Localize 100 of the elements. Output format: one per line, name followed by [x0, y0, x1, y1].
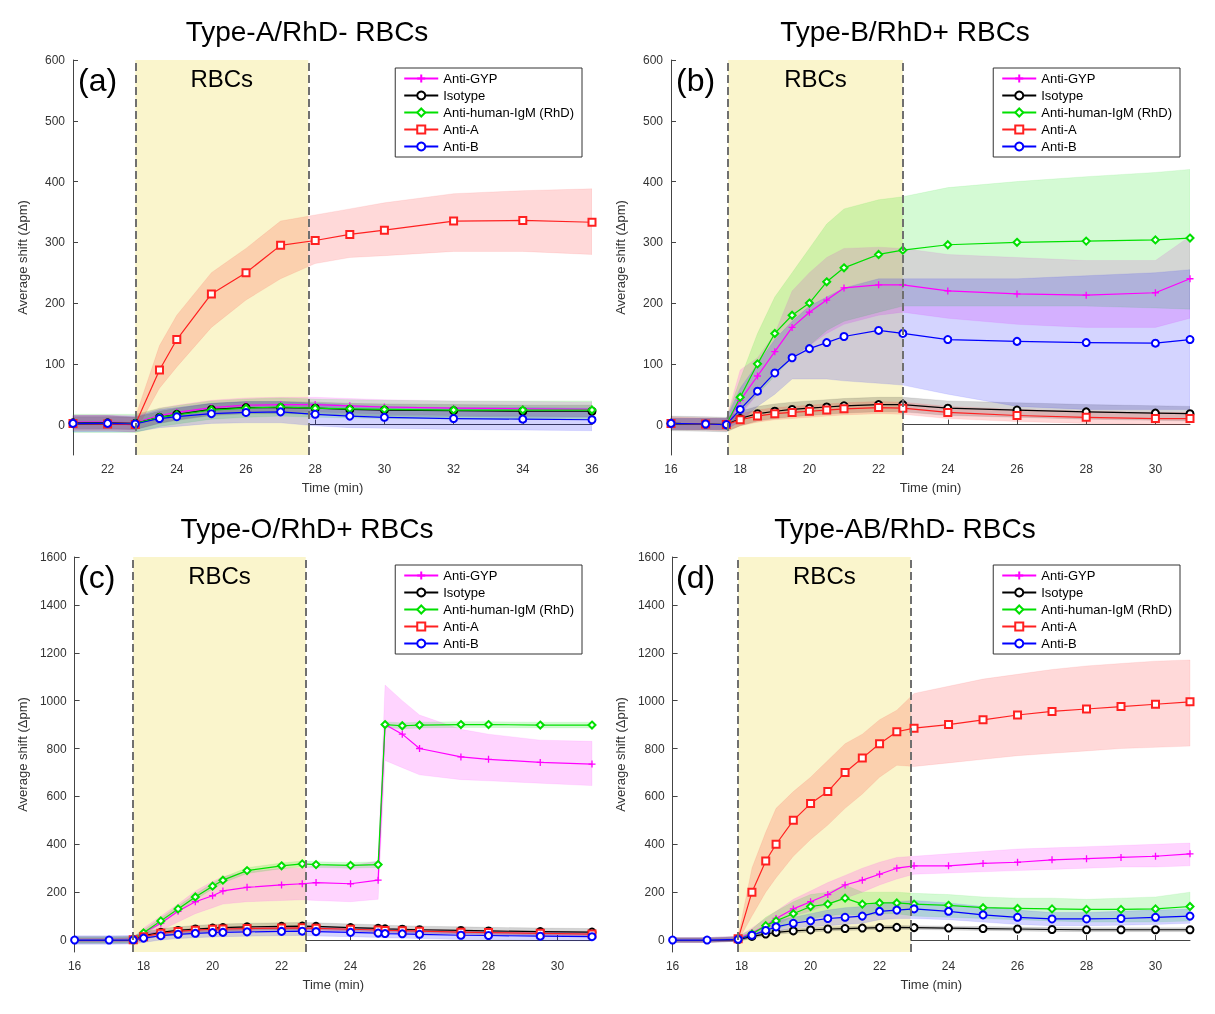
- y-tick-label: 1600: [39, 550, 67, 564]
- chart-title: Type-AB/RhD- RBCs: [774, 512, 1036, 544]
- chart-title: Type-B/RhD+ RBCs: [780, 15, 1030, 47]
- x-tick-label: 18: [734, 959, 749, 973]
- x-tick-label: 26: [239, 462, 253, 476]
- annotation: (c): [78, 559, 116, 595]
- y-tick-label: 300: [642, 235, 664, 250]
- x-axis-title: Time (min): [900, 977, 963, 992]
- band-label: RBCs: [784, 64, 847, 92]
- x-tick-label: 36: [585, 462, 599, 476]
- y-tick-label: 300: [44, 235, 66, 250]
- legend-label: Anti-GYP: [443, 71, 498, 86]
- legend-label: Anti-human-IgM (RhD): [443, 602, 575, 617]
- x-tick-label: 20: [802, 462, 817, 476]
- legend-label: Anti-GYP: [443, 568, 498, 583]
- y-tick-label: 0: [657, 933, 665, 948]
- x-tick-label: 28: [1079, 959, 1094, 973]
- x-tick-label: 18: [136, 959, 151, 973]
- annotation: (b): [676, 62, 716, 98]
- y-tick-label: 800: [46, 741, 67, 756]
- annotation: (a): [78, 62, 118, 98]
- x-axis-title: Time (min): [301, 480, 364, 495]
- x-tick-label: 16: [664, 462, 678, 476]
- y-tick-label: 1400: [39, 597, 67, 612]
- x-tick-label: 22: [871, 462, 886, 476]
- x-tick-label: 18: [733, 462, 748, 476]
- y-tick-label: 1200: [637, 645, 665, 660]
- x-tick-label: 26: [412, 959, 427, 973]
- x-tick-label: 32: [446, 462, 461, 476]
- legend-label: Anti-A: [1041, 122, 1077, 137]
- y-axis-title: Average shift (Δpm): [613, 697, 628, 812]
- legend-label: Anti-A: [1041, 619, 1077, 634]
- y-tick-label: 200: [44, 296, 66, 311]
- y-tick-label: 500: [44, 113, 66, 128]
- x-tick-label: 28: [1079, 462, 1094, 476]
- x-tick-label: 20: [803, 959, 818, 973]
- y-tick-label: 0: [59, 933, 67, 948]
- y-tick-label: 1400: [637, 597, 665, 612]
- legend-label: Anti-A: [443, 619, 479, 634]
- y-tick-label: 600: [644, 789, 665, 804]
- x-axis-title: Time (min): [302, 977, 365, 992]
- x-tick-label: 24: [941, 959, 956, 973]
- legend-label: Anti-human-IgM (RhD): [1041, 105, 1173, 120]
- x-axis-title: Time (min): [899, 480, 962, 495]
- x-tick-label: 26: [1010, 959, 1025, 973]
- chart-title: Type-A/RhD- RBCs: [185, 15, 429, 47]
- legend-label: Isotype: [1041, 88, 1084, 103]
- y-tick-label: 200: [46, 885, 67, 900]
- y-tick-label: 400: [44, 174, 66, 189]
- y-tick-label: 200: [644, 885, 665, 900]
- y-tick-label: 400: [642, 174, 664, 189]
- band-label: RBCs: [188, 561, 251, 589]
- x-tick-label: 16: [67, 959, 82, 973]
- x-tick-label: 34: [516, 462, 530, 476]
- y-tick-label: 0: [656, 417, 664, 432]
- y-axis-title: Average shift (Δpm): [15, 697, 30, 812]
- y-tick-label: 1200: [39, 645, 67, 660]
- x-tick-label: 16: [665, 959, 680, 973]
- x-tick-label: 30: [1148, 959, 1163, 973]
- x-tick-label: 22: [274, 959, 289, 973]
- x-tick-label: 26: [1010, 462, 1024, 476]
- x-tick-label: 24: [343, 959, 358, 973]
- legend-label: Anti-GYP: [1041, 71, 1096, 86]
- y-tick-label: 400: [644, 837, 665, 852]
- legend-label: Isotype: [1041, 585, 1084, 600]
- y-tick-label: 600: [46, 789, 67, 804]
- y-tick-label: 1000: [39, 693, 67, 708]
- x-tick-label: 28: [481, 959, 496, 973]
- annotation: (d): [676, 559, 716, 595]
- legend-label: Anti-B: [1041, 139, 1077, 154]
- legend-label: Anti-human-IgM (RhD): [443, 105, 575, 120]
- legend-label: Anti-B: [1041, 636, 1077, 651]
- x-tick-label: 30: [550, 959, 565, 973]
- legend-label: Isotype: [443, 585, 486, 600]
- y-tick-label: 800: [644, 741, 665, 756]
- y-tick-label: 600: [44, 53, 66, 67]
- y-tick-label: 100: [642, 356, 664, 371]
- y-axis-title: Average shift (Δpm): [613, 200, 628, 315]
- x-tick-label: 28: [308, 462, 323, 476]
- chart-title: Type-O/RhD+ RBCs: [180, 512, 434, 544]
- legend-label: Anti-B: [443, 139, 479, 154]
- y-tick-label: 400: [46, 837, 67, 852]
- y-tick-label: 1000: [637, 693, 665, 708]
- legend-label: Anti-A: [443, 122, 479, 137]
- y-tick-label: 100: [44, 356, 66, 371]
- y-axis-title: Average shift (Δpm): [15, 200, 30, 315]
- band-label: RBCs: [190, 64, 254, 92]
- y-tick-label: 200: [642, 296, 664, 311]
- band-label: RBCs: [793, 561, 856, 589]
- x-tick-label: 22: [872, 959, 887, 973]
- x-tick-label: 20: [205, 959, 220, 973]
- y-tick-label: 500: [642, 113, 664, 128]
- legend-label: Anti-human-IgM (RhD): [1041, 602, 1173, 617]
- x-tick-label: 24: [170, 462, 184, 476]
- legend-label: Anti-GYP: [1041, 568, 1096, 583]
- x-tick-label: 22: [100, 462, 115, 476]
- x-tick-label: 30: [1148, 462, 1163, 476]
- legend-label: Anti-B: [443, 636, 479, 651]
- y-tick-label: 1600: [637, 550, 665, 564]
- x-tick-label: 24: [941, 462, 955, 476]
